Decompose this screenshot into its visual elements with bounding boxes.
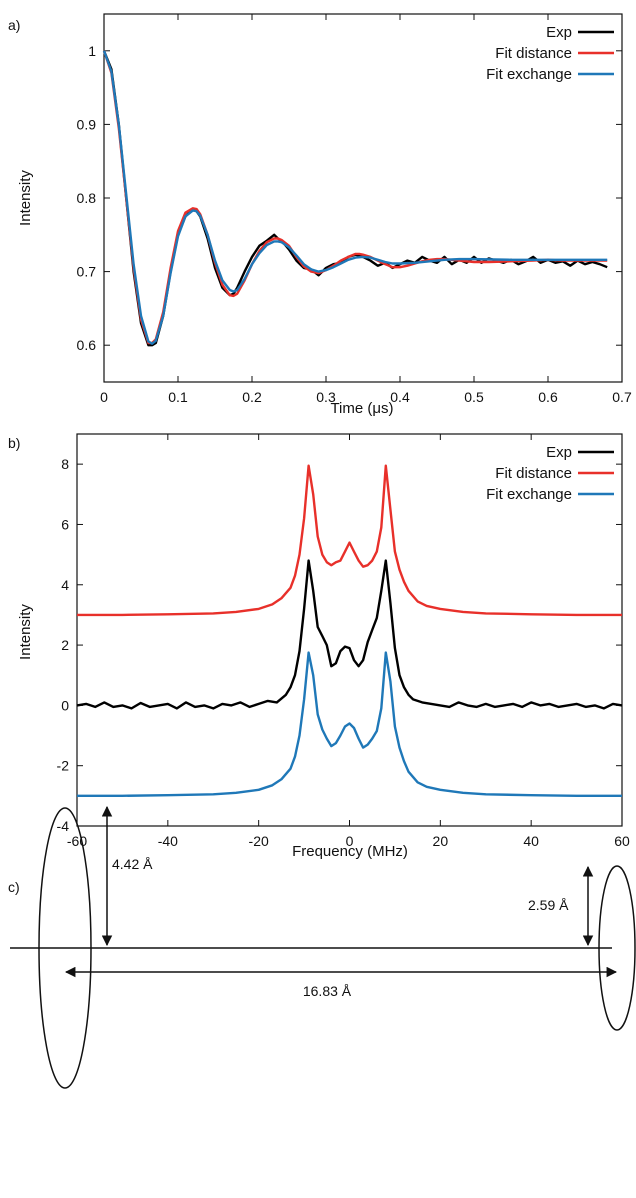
legend-label: Fit exchange — [486, 66, 572, 83]
x-tick-label: 0.6 — [538, 389, 558, 405]
x-tick-label: 20 — [433, 833, 449, 849]
x-tick-label: 40 — [523, 833, 539, 849]
x-tick-label: 0.3 — [316, 389, 336, 405]
legend-label: Exp — [546, 444, 572, 461]
panel-c-label: c) — [8, 879, 20, 895]
x-tick-label: 0 — [100, 389, 108, 405]
legend-label: Fit distance — [495, 45, 572, 62]
left-height-label: 4.42 Å — [112, 856, 153, 872]
chart-b-ylabel: Intensity — [17, 604, 34, 660]
y-tick-label: 1 — [88, 43, 96, 59]
series-line-fit-exchange — [77, 651, 622, 797]
panel-b-label: b) — [8, 435, 20, 451]
x-tick-label: 0.1 — [168, 389, 188, 405]
distance-label: 16.83 Å — [303, 983, 352, 999]
right-ellipse — [598, 865, 636, 1031]
series-line-exp — [102, 50, 608, 347]
x-tick-label: -60 — [67, 833, 87, 849]
series-line-exp — [76, 559, 623, 710]
y-tick-label: 2 — [61, 637, 69, 653]
x-tick-label: -20 — [249, 833, 269, 849]
chart-a-xlabel: Time (μs) — [330, 400, 393, 417]
legend-label: Exp — [546, 24, 572, 41]
x-tick-label: 0.5 — [464, 389, 484, 405]
series-line-fit-exchange — [102, 50, 608, 345]
legend-label: Fit distance — [495, 465, 572, 482]
y-tick-label: 0.8 — [77, 190, 97, 206]
diagram-c: 4.42 Å 2.59 Å 16.83 Å — [10, 805, 636, 1089]
y-tick-label: 8 — [61, 456, 69, 472]
x-tick-label: 0.7 — [612, 389, 632, 405]
y-tick-label: 4 — [61, 577, 69, 593]
x-tick-label: 0.2 — [242, 389, 262, 405]
y-tick-label: -2 — [57, 758, 70, 774]
chart-a-ylabel: Intensity — [17, 170, 34, 226]
series-line-fit-distance — [77, 464, 622, 617]
y-tick-label: 0.7 — [77, 264, 97, 280]
x-tick-label: 60 — [614, 833, 630, 849]
y-tick-label: 0.9 — [77, 116, 97, 132]
legend-label: Fit exchange — [486, 486, 572, 503]
left-ellipse — [38, 807, 92, 1089]
y-tick-label: 0 — [61, 697, 69, 713]
chart-a: 0 0.1 0.2 0.3 0.4 0.5 0.6 0.7 0.6 0.7 0.8 0.9 1 Exp Fi… — [77, 13, 632, 405]
y-tick-label: 6 — [61, 516, 69, 532]
chart-b-xlabel: Frequency (MHz) — [292, 843, 408, 860]
right-height-label: 2.59 Å — [528, 897, 569, 913]
x-tick-label: 0.4 — [390, 389, 410, 405]
panel-a-label: a) — [8, 17, 20, 33]
series-line-fit-distance — [102, 50, 608, 345]
x-tick-label: 0 — [346, 833, 354, 849]
y-tick-label: 0.6 — [77, 337, 97, 353]
y-tick-label: -4 — [57, 818, 70, 834]
x-tick-label: -40 — [158, 833, 178, 849]
